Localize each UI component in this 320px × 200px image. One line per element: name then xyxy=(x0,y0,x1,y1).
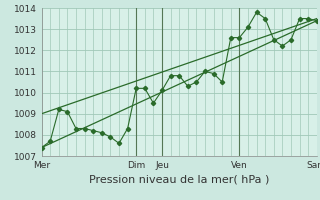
X-axis label: Pression niveau de la mer( hPa ): Pression niveau de la mer( hPa ) xyxy=(89,174,269,184)
